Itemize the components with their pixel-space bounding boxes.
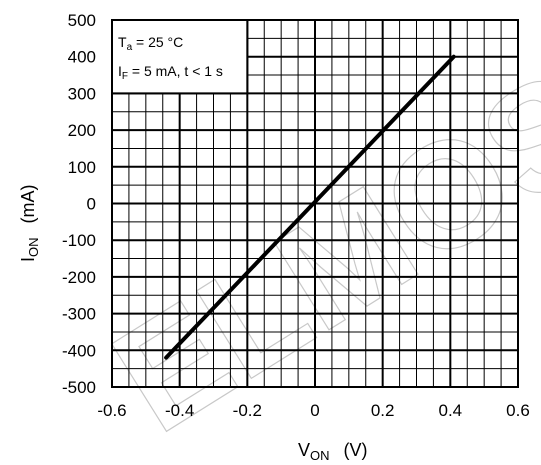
x-tick-label: -0.2 [233, 401, 262, 420]
y-tick-label: 500 [68, 11, 96, 30]
y-tick-label: 100 [68, 158, 96, 177]
x-tick-label: 0.2 [371, 401, 395, 420]
y-tick-labels: 500 400 300 200 100 0 -100 -200 -300 -400 -500 [62, 11, 96, 397]
y-tick-label: 400 [68, 48, 96, 67]
y-tick-label: 300 [68, 84, 96, 103]
y-tick-label: 200 [68, 121, 96, 140]
x-tick-label: -0.4 [165, 401, 194, 420]
annotation-ta: Ta = 25 °C [118, 34, 183, 53]
x-tick-label: 0.6 [506, 401, 530, 420]
series-line-0 [164, 54, 456, 360]
x-axis-title: VON (V) [298, 440, 368, 463]
x-tick-label: -0.6 [97, 401, 126, 420]
annotation-if: IF = 5 mA, t < 1 s [118, 63, 223, 82]
annotation-box [113, 21, 248, 94]
x-tick-labels: -0.6 -0.4 -0.2 0 0.2 0.4 0.6 [97, 401, 529, 420]
y-axis-title: ION(mA) [18, 184, 41, 262]
y-tick-label: -400 [62, 341, 96, 360]
plot-frame [111, 19, 519, 388]
y-tick-label: 0 [87, 195, 96, 214]
series [164, 54, 456, 360]
y-tick-label: -500 [62, 378, 96, 397]
y-tick-label: -100 [62, 231, 96, 250]
y-tick-label: -200 [62, 268, 96, 287]
y-tick-label: -300 [62, 305, 96, 324]
x-tick-label: 0.4 [439, 401, 463, 420]
x-tick-label: 0 [310, 401, 319, 420]
